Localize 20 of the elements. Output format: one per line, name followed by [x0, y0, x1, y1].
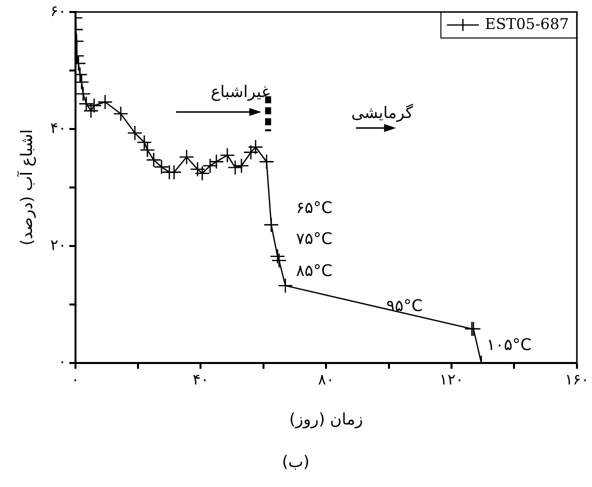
- annotation: ۹۵°C: [386, 296, 423, 316]
- y-tick-label: ۰: [58, 352, 66, 371]
- annotation: ۶۵°C: [296, 198, 332, 217]
- x-tick-label: ۸۰: [318, 370, 334, 389]
- annotation: ۸۵°C: [296, 261, 332, 280]
- annotation: غیراشباع: [210, 82, 270, 102]
- annotation: ۱۰۵°C: [486, 334, 532, 354]
- y-tick-label: ۶۰: [50, 2, 66, 20]
- x-axis-title: زمان (روز): [289, 410, 363, 429]
- annotation: گرمایشی: [351, 103, 414, 122]
- x-tick-label: ۴۰: [192, 370, 209, 389]
- x-tick-label: ۱۶۰: [564, 370, 589, 389]
- y-tick-label: ۲۰: [50, 236, 66, 254]
- y-tick-label: ۴۰: [50, 118, 66, 137]
- y-axis-title: اشباع آب (درصد): [16, 129, 36, 246]
- legend-label: EST05-687: [484, 14, 569, 33]
- x-tick-label: ۰: [71, 370, 80, 389]
- text: (ب): [282, 452, 310, 471]
- annotation: ۷۵°C: [296, 229, 332, 248]
- x-tick-label: ۱۲۰: [439, 370, 464, 389]
